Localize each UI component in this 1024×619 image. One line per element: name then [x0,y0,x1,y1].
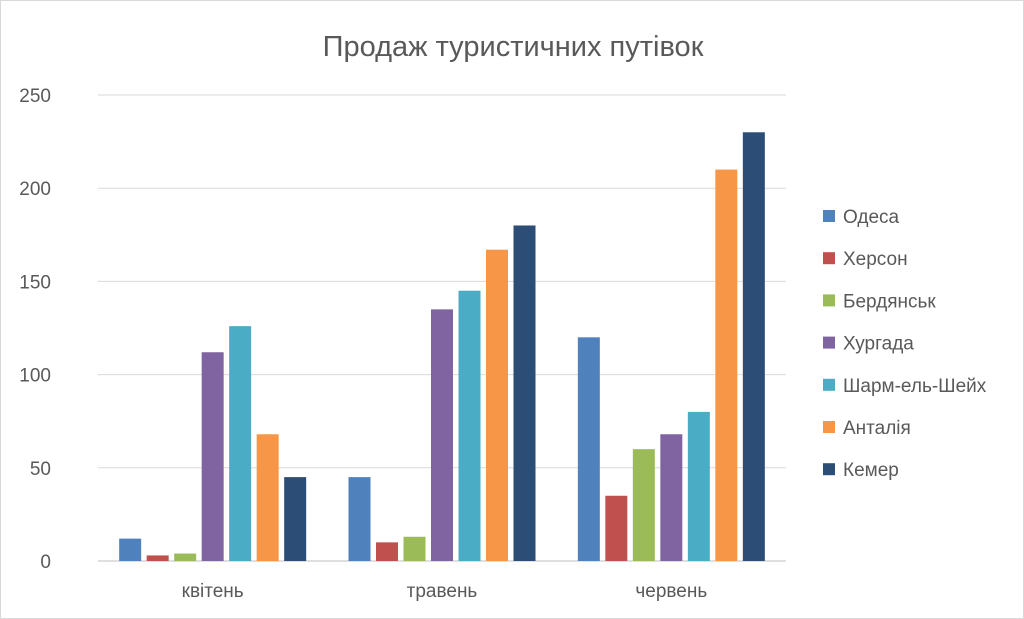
bar-Бердянськ-червень [632,449,655,561]
bar-Анталія-квітень [256,434,279,561]
legend-swatch [823,336,835,349]
legend-swatch [823,210,835,222]
legend-label: Кемер [843,460,899,481]
legend-swatch [823,463,835,476]
bar-Хургада-квітень [201,352,224,561]
bar-Херсон-травень [376,542,398,561]
bar-Кемер-червень [742,132,765,561]
legend-label: Одеса [843,207,900,228]
bar-Одеса-травень [348,477,371,561]
x-tick-label: травень [407,581,478,602]
legend-label: Бердянськ [843,291,936,312]
y-tick-label: 50 [30,459,51,480]
bar-Одеса-квітень [119,538,142,561]
x-tick-label: квітень [182,581,244,602]
legend-swatch [823,378,835,391]
chart-title: Продаж туристичних путівок [323,31,704,63]
legend-label: Анталія [843,418,911,439]
legend-swatch [823,421,835,433]
y-tick-label: 100 [19,366,51,387]
y-tick-label: 200 [19,179,51,200]
legend-swatch [823,294,835,307]
bar-Херсон-квітень [146,555,169,561]
y-tick-label: 250 [19,86,51,107]
y-tick-label: 150 [19,272,51,293]
bar-Шарм-ель-Шейх-травень [458,290,481,561]
legend-swatch [823,252,835,265]
x-tick-label: червень [635,581,707,602]
bar-Одеса-червень [577,337,600,561]
y-tick-label: 0 [40,552,51,573]
bar-Хургада-червень [660,434,683,561]
bar-Шарм-ель-Шейх-квітень [229,326,252,561]
legend-label: Херсон [843,249,908,270]
bar-Шарм-ель-Шейх-червень [687,411,710,561]
bar-Кемер-квітень [284,477,307,561]
bar-Бердянськ-квітень [174,553,197,561]
bar-Бердянськ-травень [403,536,426,561]
bar-Кемер-травень [513,225,536,562]
legend-label: Хургада [843,334,914,355]
bar-Анталія-червень [715,169,738,561]
legend-label: Шарм-ель-Шейх [843,376,987,397]
bar-Хургада-травень [431,309,453,561]
bar-Херсон-червень [605,495,628,561]
bar-Анталія-травень [486,249,508,561]
